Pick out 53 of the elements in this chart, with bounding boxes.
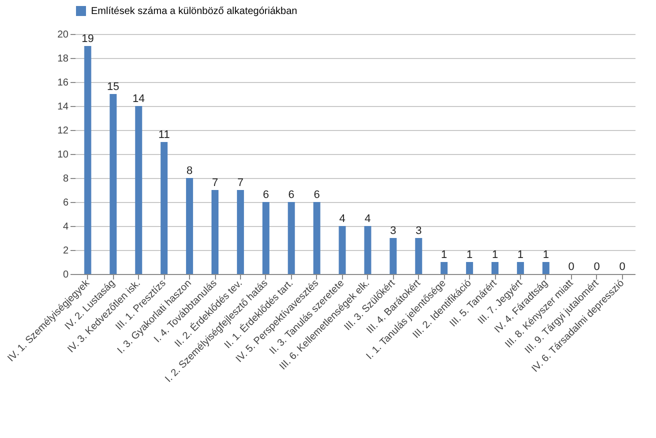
data-label: 4 [364,213,371,225]
bar [110,94,117,274]
data-label: 3 [390,225,396,237]
data-label: 1 [542,249,549,261]
bar [390,238,397,274]
bar [542,262,550,274]
y-tick-label: 12 [57,126,69,136]
y-tick-label: 0 [62,270,69,280]
bar [440,262,448,274]
data-label: 8 [186,165,193,177]
bar [262,202,270,274]
y-tick-label: 6 [62,198,69,208]
bar [288,202,295,274]
data-label: 1 [466,249,473,261]
y-tick-label: 8 [62,174,69,184]
data-label: 0 [619,261,626,273]
data-label: 1 [517,249,524,261]
bar [160,142,168,274]
bar [415,238,422,274]
data-label: 7 [212,177,218,189]
y-tick-label: 10 [57,150,69,160]
data-label: 4 [339,213,346,225]
y-tick-label: 20 [57,30,69,40]
data-label: 0 [568,261,574,273]
y-tick-label: 18 [57,54,69,64]
data-label: 19 [82,33,94,45]
bar [466,262,474,274]
bar [236,190,244,274]
bar [84,46,92,274]
bar [135,106,142,274]
data-label: 7 [237,177,244,189]
bar [492,262,498,274]
data-label: 0 [594,261,600,273]
data-label: 6 [314,189,320,201]
bar [186,178,194,274]
data-label: 11 [158,129,170,141]
data-label: 3 [416,225,422,237]
y-tick-label: 14 [57,102,69,112]
data-label: 6 [288,189,294,201]
data-label: 1 [492,249,498,261]
y-tick-label: 16 [57,78,69,88]
data-label: 1 [441,249,448,261]
legend-label: Említések száma a különböző alkategóriákban [91,6,298,17]
data-label: 15 [107,81,120,93]
bar [516,262,524,274]
data-label: 14 [132,93,145,105]
bar [338,226,346,274]
data-label: 6 [262,189,269,201]
bar [364,226,372,274]
y-tick-label: 4 [62,222,69,232]
y-tick-label: 2 [62,246,69,256]
bar [212,190,218,274]
bar [313,202,320,274]
